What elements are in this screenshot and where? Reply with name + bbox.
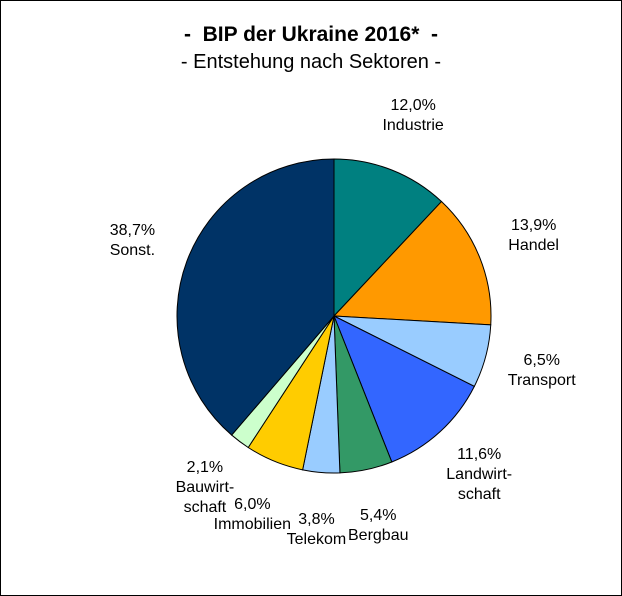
slice-label: 13,9% Handel	[474, 216, 594, 256]
value-label: 5,4%	[360, 507, 397, 525]
value-label: 12,0%	[390, 97, 436, 115]
value-label: 11,6%	[457, 445, 502, 463]
pie-slice	[332, 200, 492, 326]
category-label: Landwirt- schaft	[446, 465, 513, 503]
chart-title: - BIP der Ukraine 2016* -	[183, 23, 439, 46]
value-label: 6,5%	[523, 352, 560, 370]
category-label: Industrie	[382, 117, 444, 135]
category-label: Immobilien	[213, 515, 292, 533]
slice-label: 2,1% Bauwirt- schaft	[145, 458, 265, 518]
pie-slice	[176, 158, 335, 436]
chart-subtitle: - Entstehung nach Sektoren -	[180, 51, 442, 73]
slice-label: 6,5% Transport	[482, 351, 602, 391]
value-label: 38,7%	[109, 222, 156, 240]
category-label: Handel	[508, 237, 559, 255]
value-label: 13,9%	[510, 217, 557, 235]
category-label: Bauwirt- schaft	[175, 478, 235, 516]
value-label: 3,8%	[298, 511, 335, 529]
slice-label: 12,0% Industrie	[353, 96, 473, 136]
slice-label: 11,6% Landwirt- schaft	[419, 445, 539, 505]
pie-slice	[333, 314, 476, 463]
value-label: 2,1%	[186, 458, 224, 476]
category-label: Bergbau	[348, 527, 409, 545]
category-label: Sonst.	[109, 242, 156, 260]
category-label: Transport	[507, 372, 576, 390]
value-label: 6,0%	[234, 495, 271, 513]
category-label: Telekom	[286, 531, 347, 549]
slice-label: 5,4% Bergbau	[318, 506, 438, 546]
slice-label: 38,7% Sonst.	[72, 221, 192, 261]
pie-slice	[333, 158, 443, 318]
slice-label: 3,8% Telekom	[256, 510, 376, 550]
slice-label: 6,0% Immobilien	[192, 495, 312, 535]
